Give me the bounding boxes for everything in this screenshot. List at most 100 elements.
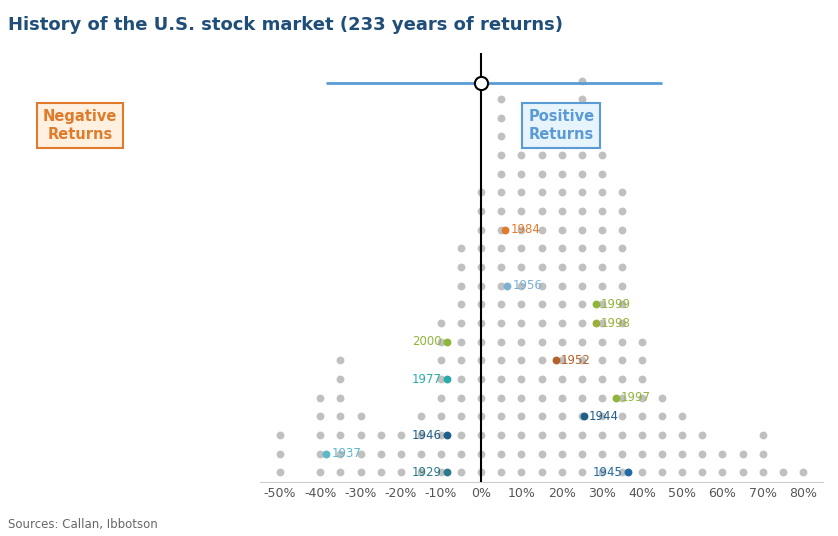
Text: 1946: 1946 bbox=[411, 429, 442, 442]
Point bbox=[615, 431, 628, 440]
Point bbox=[374, 449, 387, 458]
Point bbox=[615, 226, 628, 234]
Point bbox=[595, 244, 608, 253]
Point bbox=[575, 319, 588, 327]
Point bbox=[635, 356, 649, 364]
Point bbox=[414, 449, 427, 458]
Point bbox=[776, 468, 789, 477]
Point bbox=[535, 263, 548, 271]
Point bbox=[675, 431, 689, 440]
Point bbox=[319, 449, 333, 458]
Point bbox=[440, 468, 453, 477]
Point bbox=[535, 356, 548, 364]
Point bbox=[555, 188, 568, 197]
Point bbox=[515, 393, 528, 402]
Point bbox=[635, 375, 649, 383]
Point bbox=[374, 431, 387, 440]
Point bbox=[555, 169, 568, 178]
Point bbox=[615, 300, 628, 309]
Point bbox=[434, 468, 447, 477]
Point bbox=[696, 431, 709, 440]
Point bbox=[374, 468, 387, 477]
Point bbox=[535, 431, 548, 440]
Point bbox=[313, 431, 327, 440]
Point bbox=[394, 431, 407, 440]
Point bbox=[535, 300, 548, 309]
Point bbox=[440, 431, 453, 440]
Point bbox=[615, 188, 628, 197]
Point bbox=[313, 449, 327, 458]
Point bbox=[394, 468, 407, 477]
Point bbox=[494, 169, 508, 178]
Point bbox=[655, 393, 669, 402]
Point bbox=[635, 338, 649, 346]
Point bbox=[334, 393, 347, 402]
Point bbox=[615, 356, 628, 364]
Point bbox=[474, 338, 488, 346]
Point bbox=[635, 393, 649, 402]
Point bbox=[440, 338, 453, 346]
Point bbox=[334, 468, 347, 477]
Point bbox=[595, 468, 608, 477]
Point bbox=[535, 188, 548, 197]
Text: 2000: 2000 bbox=[412, 335, 442, 348]
Point bbox=[474, 375, 488, 383]
Point bbox=[589, 319, 603, 327]
Point bbox=[756, 431, 769, 440]
Point bbox=[434, 375, 447, 383]
Point bbox=[575, 412, 588, 421]
Point bbox=[394, 449, 407, 458]
Point bbox=[454, 244, 468, 253]
Point bbox=[434, 356, 447, 364]
Point bbox=[474, 412, 488, 421]
Point bbox=[716, 468, 729, 477]
Point bbox=[595, 356, 608, 364]
Point bbox=[499, 226, 512, 234]
Point bbox=[555, 207, 568, 215]
Point bbox=[334, 412, 347, 421]
Point bbox=[609, 393, 623, 402]
Point bbox=[273, 449, 287, 458]
Point bbox=[454, 319, 468, 327]
Point bbox=[474, 356, 488, 364]
Point bbox=[535, 375, 548, 383]
Point bbox=[595, 449, 608, 458]
Point bbox=[515, 356, 528, 364]
Text: 1999: 1999 bbox=[601, 298, 631, 311]
Point bbox=[655, 431, 669, 440]
Point bbox=[615, 281, 628, 290]
Point bbox=[595, 226, 608, 234]
Point bbox=[440, 375, 453, 383]
Point bbox=[434, 412, 447, 421]
Point bbox=[515, 338, 528, 346]
Point bbox=[675, 412, 689, 421]
Point bbox=[354, 412, 367, 421]
Point bbox=[434, 338, 447, 346]
Point bbox=[577, 412, 591, 421]
Point bbox=[535, 207, 548, 215]
Text: 1977: 1977 bbox=[411, 373, 442, 385]
Point bbox=[655, 468, 669, 477]
Point bbox=[515, 319, 528, 327]
Point bbox=[575, 468, 588, 477]
Point bbox=[515, 431, 528, 440]
Point bbox=[575, 207, 588, 215]
Point bbox=[494, 356, 508, 364]
Point bbox=[494, 375, 508, 383]
Point bbox=[575, 114, 588, 122]
Point bbox=[716, 449, 729, 458]
Point bbox=[575, 393, 588, 402]
Point bbox=[555, 393, 568, 402]
Text: Sources: Callan, Ibbotson: Sources: Callan, Ibbotson bbox=[8, 518, 158, 531]
Point bbox=[595, 375, 608, 383]
Point bbox=[454, 300, 468, 309]
Point bbox=[555, 356, 568, 364]
Text: 1945: 1945 bbox=[592, 466, 623, 479]
Point bbox=[535, 244, 548, 253]
Point bbox=[494, 281, 508, 290]
Point bbox=[535, 169, 548, 178]
Point bbox=[515, 412, 528, 421]
Point bbox=[736, 449, 749, 458]
Point bbox=[454, 412, 468, 421]
Point bbox=[555, 412, 568, 421]
